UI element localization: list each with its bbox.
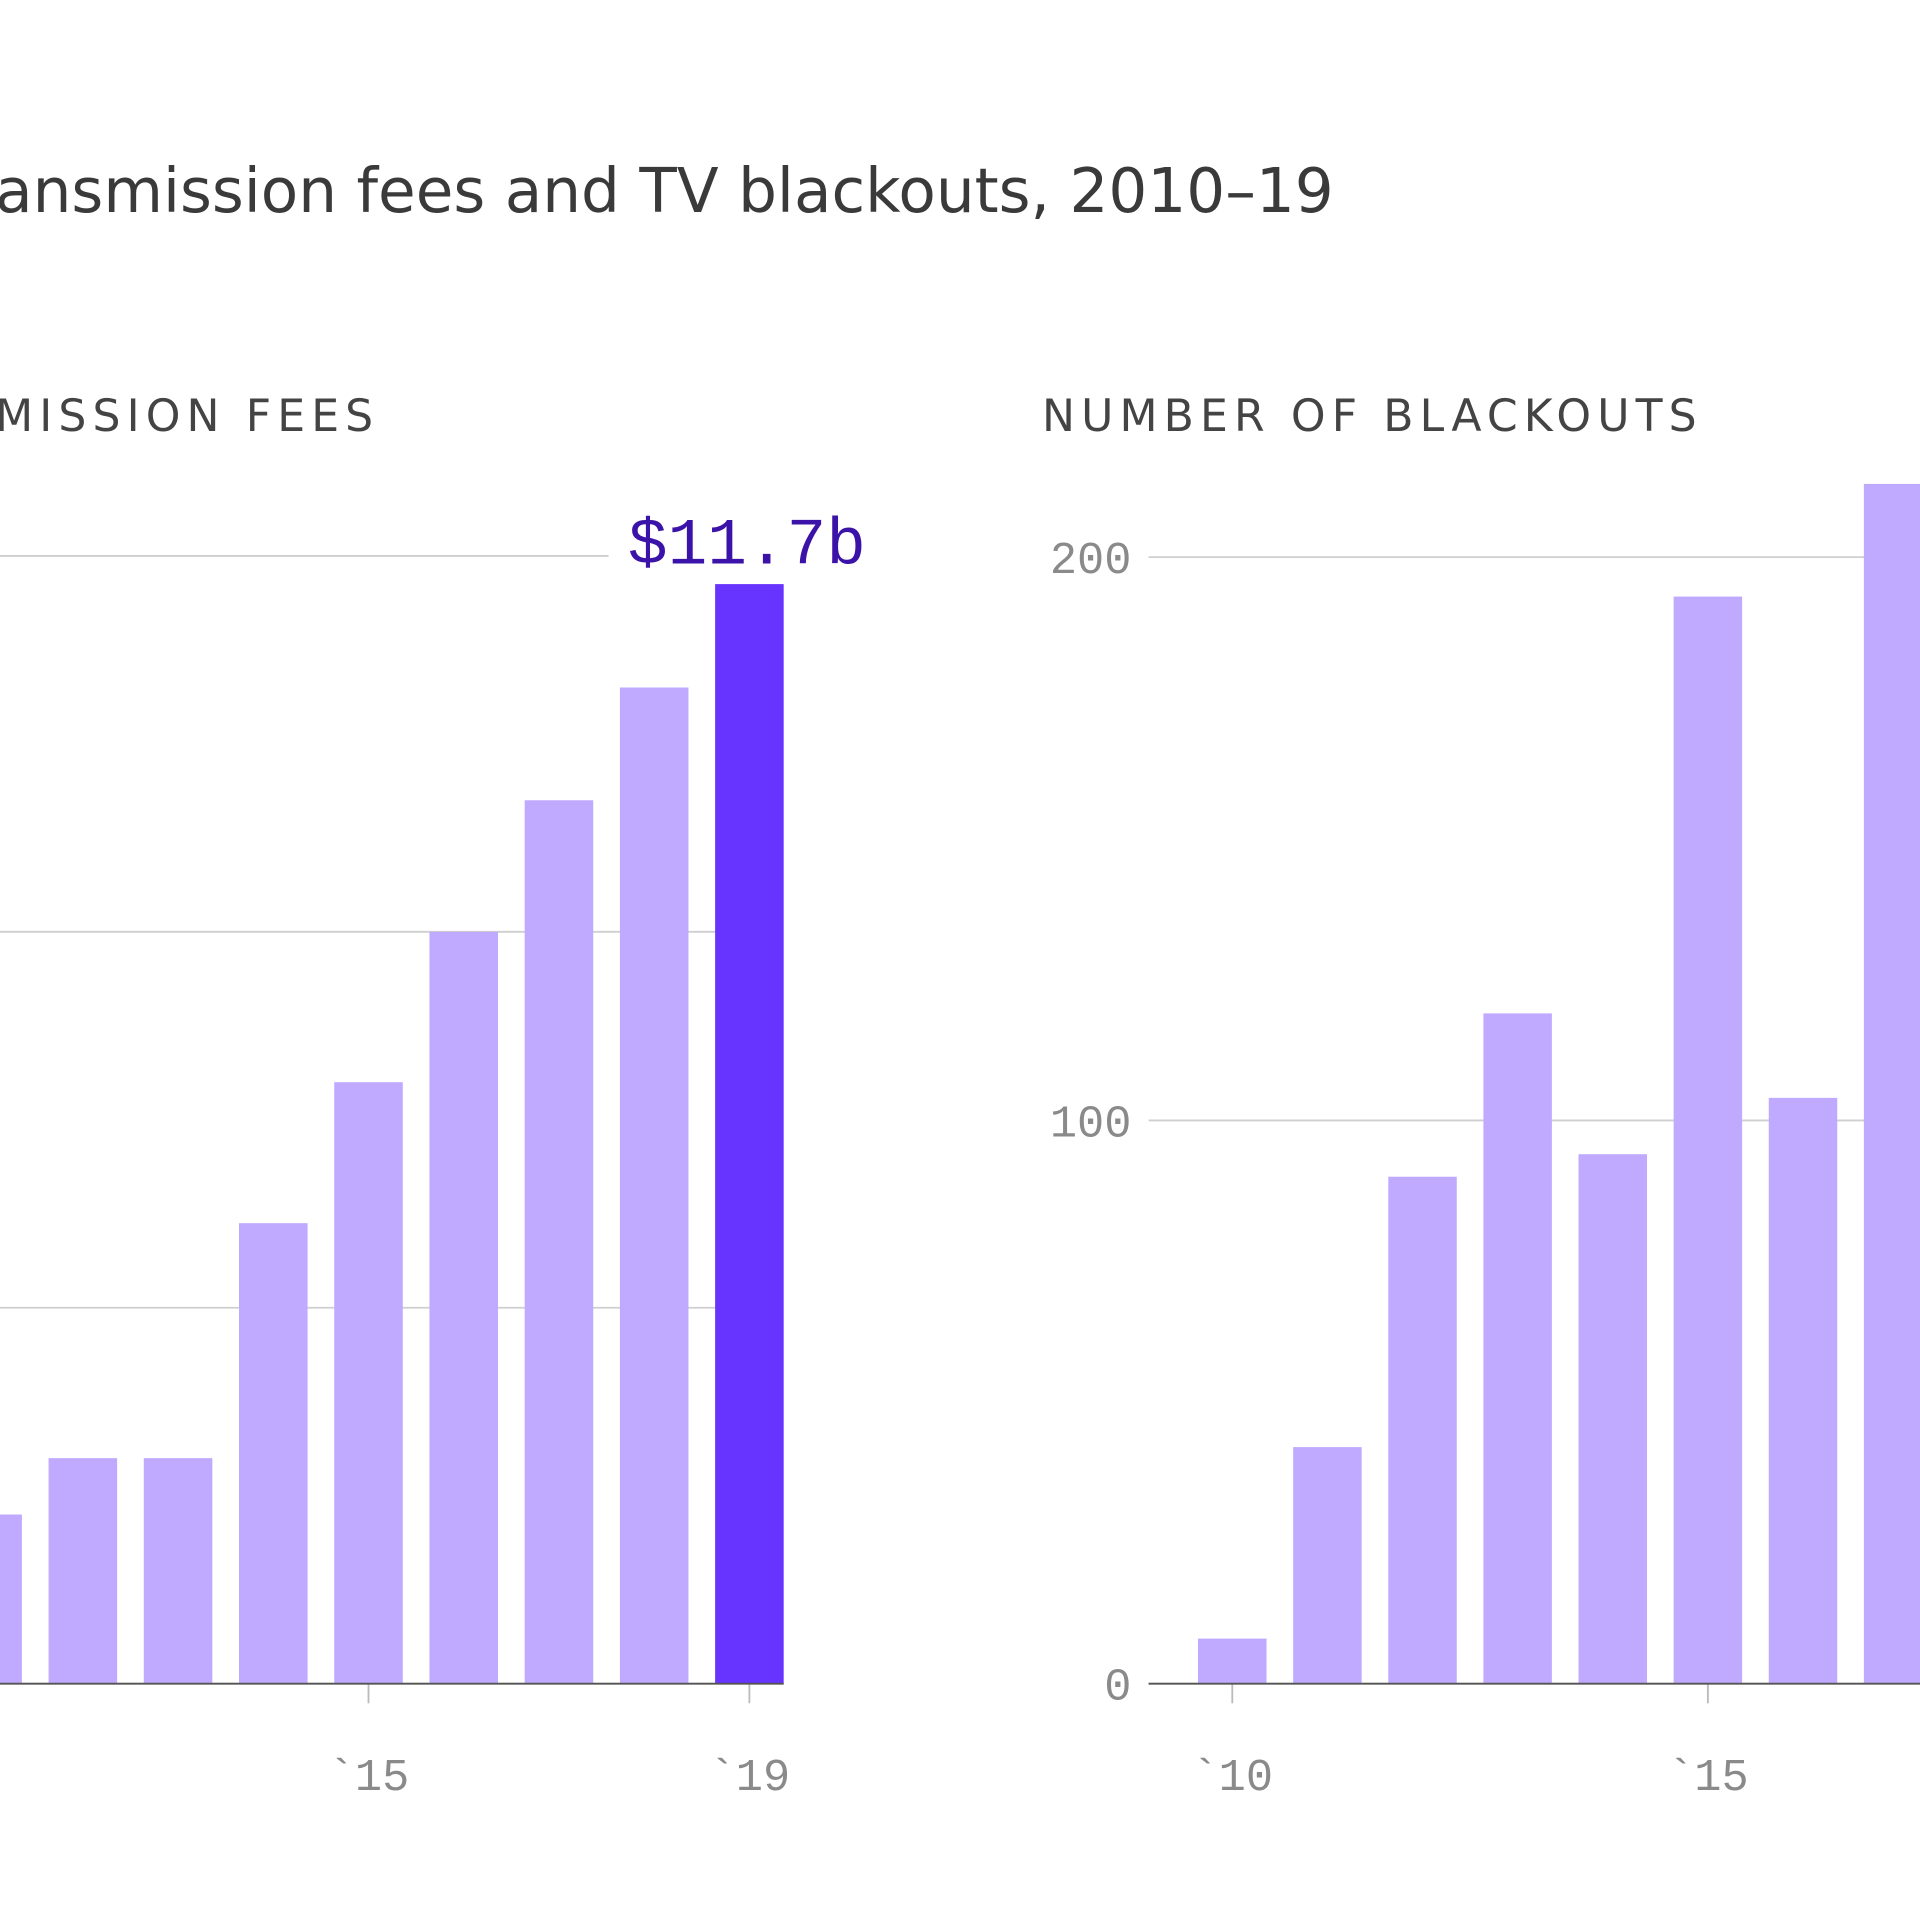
chart-title: ansmission fees and TV blackouts, 2010–1… (0, 156, 1334, 227)
bar (334, 1082, 403, 1684)
y-tick-label: 200 (1050, 535, 1132, 587)
bar (1578, 1154, 1648, 1684)
y-tick-label: 0 (1104, 1662, 1131, 1714)
bar (239, 1223, 308, 1684)
x-tick-label: `10 (1191, 1752, 1273, 1804)
bar (524, 800, 594, 1684)
bar (619, 687, 689, 1684)
bar (1198, 1638, 1267, 1684)
x-tick-label: `19 (709, 1752, 791, 1804)
y-tick-label: 100 (1050, 1098, 1132, 1150)
chart-subtitle: MISSION FEES (0, 391, 379, 442)
bar (1673, 596, 1743, 1684)
bar (48, 1458, 118, 1684)
bar (143, 1458, 213, 1684)
bar (1768, 1097, 1838, 1684)
bar (0, 1514, 22, 1684)
bar (1388, 1176, 1457, 1684)
value-label: $11.7b (628, 508, 866, 583)
bar (715, 584, 784, 1684)
bar (1483, 1013, 1552, 1684)
bar (1293, 1447, 1362, 1684)
chart-subtitle: NUMBER OF BLACKOUTS (1042, 391, 1703, 442)
bar (429, 931, 499, 1684)
x-tick-label: `15 (328, 1752, 410, 1804)
label-backdrop (608, 492, 891, 566)
bar (1863, 483, 1920, 1684)
x-tick-label: `15 (1667, 1752, 1749, 1804)
